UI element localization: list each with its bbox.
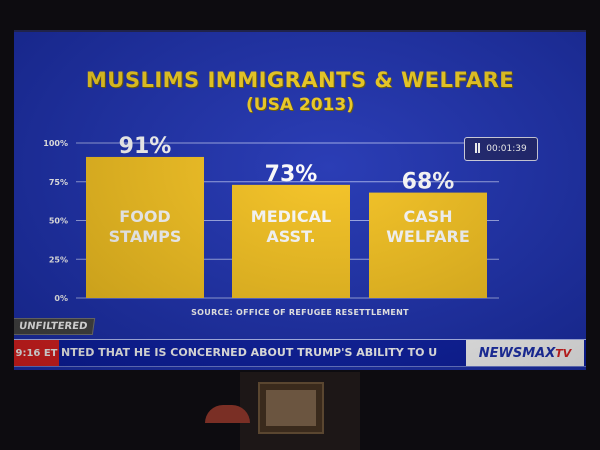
bar: [86, 156, 204, 298]
y-tick-label: 0%: [54, 294, 68, 303]
data-label: 91%: [119, 134, 172, 159]
category-label: CASH: [403, 207, 452, 226]
ticker-time: 9:16 ET: [14, 340, 59, 366]
logo-suffix: TV: [555, 346, 572, 360]
y-tick-label: 75%: [49, 178, 68, 187]
category-label: MEDICAL: [251, 207, 331, 226]
data-label: 68%: [402, 170, 455, 195]
news-ticker: 9:16 ET NTED THAT HE IS CONCERNED ABOUT …: [14, 339, 586, 367]
category-label: FOOD: [119, 207, 170, 226]
y-tick-label: 25%: [49, 255, 68, 264]
timer-value: 00:01:39: [486, 144, 527, 154]
pause-icon[interactable]: [475, 142, 481, 156]
tv-screen: MUSLIMS IMMIGRANTS & WELFARE (USA 2013) …: [14, 30, 586, 370]
photo-frame: [258, 382, 324, 434]
bar: [369, 192, 487, 298]
unfiltered-tag: UNFILTERED: [14, 318, 96, 335]
newsmax-logo: NEWSMAX TV: [466, 340, 584, 366]
category-label: ASST.: [266, 227, 315, 246]
y-tick-label: 100%: [43, 139, 68, 148]
data-label: 73%: [265, 162, 318, 187]
category-label: STAMPS: [109, 227, 182, 246]
chart-title: MUSLIMS IMMIGRANTS & WELFARE: [85, 68, 515, 92]
video-timer[interactable]: 00:01:39: [464, 137, 538, 161]
chart-subtitle: (USA 2013): [246, 95, 354, 115]
category-label: WELFARE: [386, 227, 470, 246]
lamp-shade: [205, 405, 250, 423]
y-tick-label: 50%: [49, 217, 68, 226]
bar: [232, 184, 350, 298]
logo-main: NEWSMAX: [478, 345, 556, 361]
chart-source: SOURCE: OFFICE OF REFUGEE RESETTLEMENT: [191, 308, 409, 317]
ticker-text: NTED THAT HE IS CONCERNED ABOUT TRUMP'S …: [61, 346, 438, 359]
